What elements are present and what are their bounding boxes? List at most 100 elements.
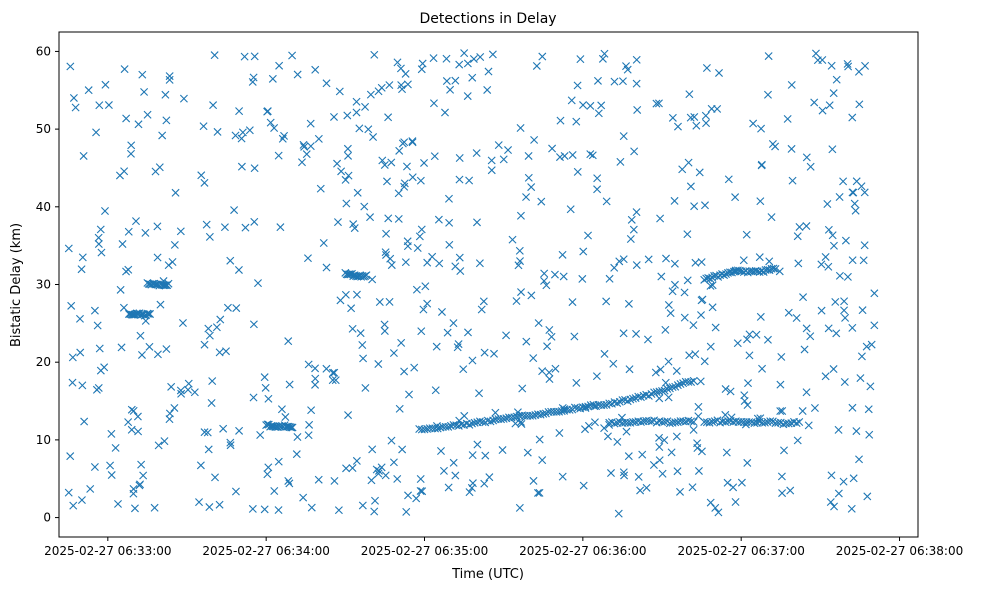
data-point xyxy=(584,421,593,430)
data-point xyxy=(766,417,775,426)
data-point xyxy=(811,49,820,58)
data-point xyxy=(863,492,872,501)
data-point xyxy=(369,133,378,142)
data-point xyxy=(777,352,786,361)
data-point xyxy=(660,436,669,445)
data-point xyxy=(374,87,383,96)
data-point xyxy=(153,253,162,262)
data-point xyxy=(622,62,631,71)
data-point xyxy=(402,507,411,516)
data-point xyxy=(344,171,353,180)
y-tick-label: 10 xyxy=(36,433,51,447)
data-point xyxy=(516,417,525,426)
data-point xyxy=(856,374,865,383)
data-point xyxy=(693,444,702,452)
data-point xyxy=(834,489,843,498)
data-point xyxy=(423,299,432,308)
data-point xyxy=(688,483,697,492)
data-point xyxy=(131,217,140,226)
data-point xyxy=(138,70,147,79)
data-point xyxy=(90,306,99,315)
data-point xyxy=(383,177,391,186)
data-point xyxy=(487,166,496,175)
data-point xyxy=(104,101,113,110)
y-axis-label: Bistatic Delay (km) xyxy=(9,223,24,347)
data-point xyxy=(165,72,174,81)
data-point xyxy=(281,413,290,422)
data-point xyxy=(828,231,837,240)
data-point xyxy=(293,433,302,441)
data-point xyxy=(780,446,788,455)
data-point xyxy=(566,205,575,214)
data-point xyxy=(642,483,651,492)
data-point xyxy=(622,427,631,436)
data-point xyxy=(455,175,464,184)
data-point xyxy=(522,337,531,346)
data-point xyxy=(527,291,536,300)
data-point xyxy=(350,224,359,233)
data-point xyxy=(260,373,269,382)
data-point xyxy=(550,270,559,279)
data-point xyxy=(774,418,783,427)
data-point xyxy=(164,279,173,288)
data-point xyxy=(433,424,442,433)
data-point xyxy=(626,395,635,404)
data-point xyxy=(266,118,275,127)
data-point xyxy=(437,447,445,455)
data-point xyxy=(454,340,463,349)
data-point xyxy=(250,164,259,173)
data-point xyxy=(800,345,809,354)
data-point xyxy=(559,272,568,281)
data-point xyxy=(771,264,780,273)
data-point xyxy=(764,52,773,61)
data-point xyxy=(344,151,353,160)
data-point xyxy=(832,75,841,84)
data-point xyxy=(848,188,857,197)
data-point xyxy=(153,222,162,231)
data-point xyxy=(231,487,240,496)
data-point xyxy=(599,401,608,410)
data-point xyxy=(403,242,412,251)
data-point xyxy=(368,445,377,454)
data-point xyxy=(170,403,179,412)
data-point xyxy=(852,427,861,436)
data-point xyxy=(539,409,548,418)
data-point xyxy=(449,458,458,467)
data-point xyxy=(274,506,283,515)
data-point xyxy=(146,310,155,319)
data-point xyxy=(222,347,231,356)
data-point xyxy=(449,319,458,328)
data-point xyxy=(150,503,159,512)
data-point xyxy=(813,56,822,65)
data-point xyxy=(274,151,283,160)
data-point xyxy=(96,225,105,234)
data-point xyxy=(380,160,389,169)
data-point xyxy=(602,197,611,206)
data-point xyxy=(475,259,484,268)
data-point xyxy=(848,403,857,412)
data-point xyxy=(619,255,628,264)
data-point xyxy=(111,443,120,452)
data-point xyxy=(565,405,574,414)
data-point xyxy=(652,99,661,108)
data-point xyxy=(605,399,614,408)
data-point xyxy=(839,477,848,486)
data-point xyxy=(162,116,171,125)
data-point xyxy=(787,80,796,89)
data-point xyxy=(75,314,84,323)
data-point xyxy=(364,125,373,134)
data-point xyxy=(694,402,703,411)
data-point xyxy=(689,376,698,385)
data-point xyxy=(116,285,125,294)
data-point xyxy=(721,385,730,394)
data-point xyxy=(431,386,440,395)
data-point xyxy=(387,436,396,445)
data-point xyxy=(120,65,129,74)
data-point xyxy=(865,430,874,439)
data-point xyxy=(758,364,767,373)
data-point xyxy=(558,250,567,259)
data-point xyxy=(288,51,297,60)
data-point xyxy=(700,201,709,210)
data-point xyxy=(616,157,625,166)
data-point xyxy=(573,167,582,176)
